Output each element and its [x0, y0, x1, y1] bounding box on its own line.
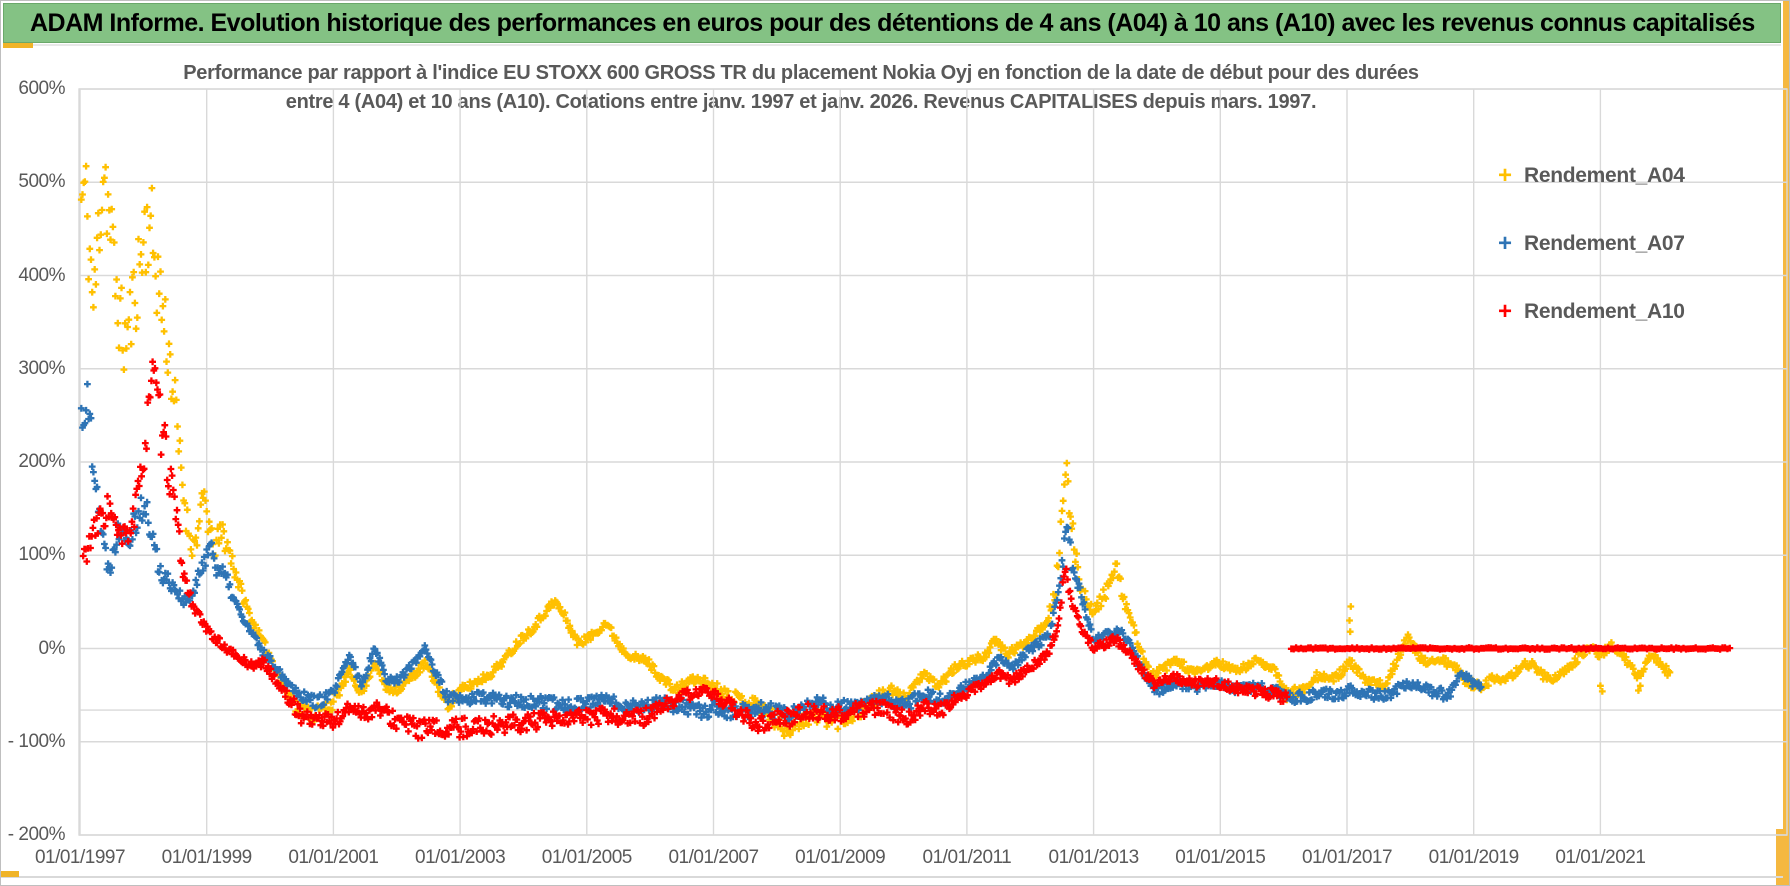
x-axis-label-2017: 01/01/2017 — [1301, 847, 1393, 868]
y-axis-label-500: 500% — [18, 171, 65, 193]
corner-accent-border — [1776, 829, 1789, 885]
header-accent-bar — [3, 43, 33, 48]
y-axis-label-200: 200% — [18, 451, 65, 472]
series-flat-markers-Rendement_A10 — [1287, 644, 1734, 653]
header-underline — [3, 44, 1781, 46]
legend-label: Rendement_A04 — [1524, 164, 1685, 187]
y-axis-label-0: 0% — [38, 637, 66, 659]
x-axis-label-2021: 01/01/2021 — [1555, 847, 1646, 868]
series-markers-Rendement_A10 — [79, 358, 1291, 742]
y-axis-label--200: - 200% — [7, 824, 66, 845]
x-axis-label-2005: 01/01/2005 — [541, 847, 633, 868]
bottom-accent-bar — [1, 871, 19, 877]
legend-item-Rendement_A07: + Rendement_A07 — [1498, 229, 1728, 259]
series-markers-Rendement_A07 — [77, 380, 1485, 724]
chart-title-line2: entre 4 (A04) et 10 ans (A10). Cotations… — [285, 91, 1317, 113]
chart-title-line1: Performance par rapport à l'indice EU ST… — [183, 62, 1419, 84]
x-axis-label-2015: 01/01/2015 — [1175, 847, 1266, 868]
y-axis-label-600: 600% — [18, 78, 65, 99]
legend-plus-marker-icon: + — [1498, 162, 1513, 189]
y-axis-label-300: 300% — [18, 357, 65, 379]
legend-label: Rendement_A07 — [1524, 232, 1685, 255]
right-accent-border — [1783, 1, 1789, 885]
bottom-divider — [1, 876, 1783, 878]
y-axis-label-100: 100% — [18, 544, 65, 566]
x-axis-label-2013: 01/01/2013 — [1048, 847, 1140, 868]
x-axis-label-1997: 01/01/1997 — [34, 847, 126, 868]
y-axis-label-400: 400% — [18, 264, 65, 286]
x-axis-label-2019: 01/01/2019 — [1428, 847, 1520, 868]
x-axis-label-2003: 01/01/2003 — [415, 847, 506, 868]
x-axis-label-1999: 01/01/1999 — [161, 847, 253, 868]
y-axis-label--100: - 100% — [7, 730, 66, 752]
x-axis-label-2007: 01/01/2007 — [668, 847, 759, 868]
header-bar: ADAM Informe. Evolution historique des p… — [3, 3, 1781, 43]
legend-plus-marker-icon: + — [1498, 298, 1513, 325]
series-markers-Rendement_A04 — [77, 162, 1674, 740]
header-title: ADAM Informe. Evolution historique des p… — [30, 8, 1755, 37]
legend-item-Rendement_A10: + Rendement_A10 — [1498, 297, 1728, 327]
chart-title: Performance par rapport à l'indice EU ST… — [171, 59, 1431, 117]
x-axis-label-2001: 01/01/2001 — [288, 847, 379, 868]
chart-legend: + Rendement_A04 + Rendement_A07 + Rendement_A… — [1498, 161, 1728, 365]
legend-item-Rendement_A04: + Rendement_A04 — [1498, 161, 1728, 191]
x-axis-label-2009: 01/01/2009 — [795, 847, 886, 868]
legend-label: Rendement_A10 — [1524, 300, 1685, 323]
legend-plus-marker-icon: + — [1498, 230, 1513, 257]
plot-border — [78, 88, 1788, 836]
x-axis-label-2011: 01/01/2011 — [922, 847, 1012, 868]
